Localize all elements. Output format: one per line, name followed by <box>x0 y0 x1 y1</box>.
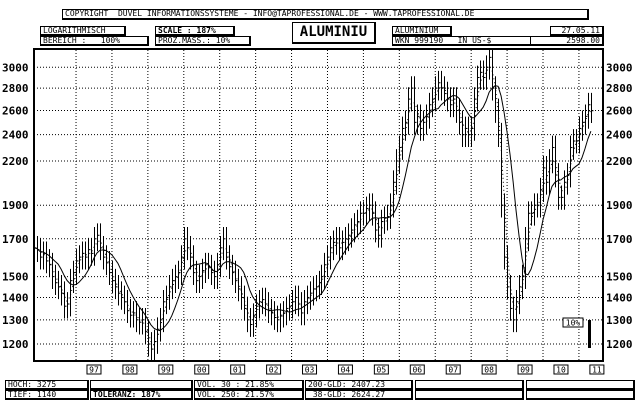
y-tick-label-right: 2600 <box>606 104 633 117</box>
copyright-banner: COPYRIGHT DÜVEL INFORMATIONSSYSTEME - IN… <box>62 9 589 20</box>
y-tick-label-left: 3000 <box>2 61 29 74</box>
x-tick-label: 10 <box>556 366 566 375</box>
y-tick-label-right: 2400 <box>606 129 633 142</box>
x-tick-box <box>553 364 569 375</box>
x-tick-box <box>86 364 102 375</box>
y-tick-label-right: 1200 <box>606 338 633 351</box>
y-tick-label-left: 2800 <box>2 82 29 95</box>
y-tick-label-left: 1300 <box>2 314 29 327</box>
x-tick-box <box>517 364 533 375</box>
plot-frame <box>33 48 604 362</box>
grid <box>34 50 603 360</box>
x-tick-box <box>230 364 246 375</box>
y-tick-label-right: 1700 <box>606 233 633 246</box>
scale-marker: 10% <box>562 317 591 348</box>
y-tick-label-left: 1200 <box>2 338 29 351</box>
x-tick-box <box>158 364 174 375</box>
x-tick-label: 01 <box>233 366 243 375</box>
y-axis-labels: 1200 1200 1300 1300 1400 1400 1500 1500 1700 1700… <box>2 61 633 351</box>
tolerance-value: TOLERANZ: 187% <box>90 390 193 400</box>
x-tick-label: 04 <box>341 366 351 375</box>
y-tick-label-right: 1300 <box>606 314 633 327</box>
short-moving-average <box>33 66 592 346</box>
x-tick-label: 06 <box>412 366 422 375</box>
x-tick-label: 98 <box>125 366 135 375</box>
empty-box <box>526 390 635 400</box>
high-value: HOCH: 3275 <box>5 380 89 390</box>
price-bars <box>34 50 594 360</box>
x-tick-box <box>194 364 210 375</box>
y-tick-label-left: 1400 <box>2 291 29 304</box>
long-moving-average <box>33 85 592 332</box>
y-tick-label-left: 1700 <box>2 233 29 246</box>
x-tick-box <box>337 364 353 375</box>
y-tick-label-right: 2200 <box>606 155 633 168</box>
y-tick-label-right: 1900 <box>606 199 633 212</box>
y-tick-label-right: 1500 <box>606 271 633 284</box>
y-tick-label-left: 1900 <box>2 199 29 212</box>
x-tick-label: 97 <box>89 366 99 375</box>
chart-title: ALUMINIU <box>292 22 376 44</box>
x-tick-label: 00 <box>197 366 207 375</box>
x-tick-label: 09 <box>520 366 530 375</box>
y-tick-label-left: 1500 <box>2 271 29 284</box>
last-price: 2598.00 <box>530 36 604 46</box>
x-tick-box <box>122 364 138 375</box>
x-tick-label: 07 <box>448 366 458 375</box>
price-chart: 1200 1200 1300 1300 1400 1400 1500 1500 1700 1700… <box>2 48 633 375</box>
moving-averages <box>33 66 592 346</box>
x-tick-label: 99 <box>161 366 171 375</box>
x-tick-label: 08 <box>484 366 494 375</box>
low-value: TIEF: 1140 <box>5 390 89 400</box>
x-tick-box <box>266 364 282 375</box>
x-tick-box <box>409 364 425 375</box>
proz-mass-label: PROZ.MASS.: 10% <box>155 36 251 46</box>
vol250-value: VOL. 250: 21.57% <box>194 390 304 400</box>
x-axis-labels: 97 98 99 00 01 02 03 04 05 06 07 08 09 10 11 <box>86 364 605 375</box>
empty-box <box>415 380 524 390</box>
x-tick-label: 02 <box>269 366 279 375</box>
x-tick-box <box>302 364 318 375</box>
x-tick-box <box>445 364 461 375</box>
x-tick-box <box>589 364 605 375</box>
gld200-value: 200-GLD: 2407.23 <box>305 380 413 390</box>
vol30-value: VOL. 30 : 21.85% <box>194 380 304 390</box>
empty-box <box>415 390 524 400</box>
x-tick-box <box>373 364 389 375</box>
empty-box <box>90 380 193 390</box>
y-tick-label-right: 3000 <box>606 61 633 74</box>
y-tick-label-right: 1400 <box>606 291 633 304</box>
scale-type-label: LOGARITHMISCH <box>40 26 126 36</box>
x-tick-label: 05 <box>377 366 387 375</box>
y-tick-label-left: 2200 <box>2 155 29 168</box>
y-tick-label-left: 2400 <box>2 129 29 142</box>
range-label: BEREICH : 100% <box>40 36 149 46</box>
scale-label: SCALE : 187% <box>155 26 235 36</box>
instrument-name: ALUMINIUM <box>392 26 452 36</box>
y-tick-label-left: 2600 <box>2 104 29 117</box>
x-tick-box <box>481 364 497 375</box>
gld38-value: 38-GLD: 2624.27 <box>305 390 413 400</box>
date-label: 27.05.11 <box>550 26 604 36</box>
empty-box <box>526 380 635 390</box>
scale-marker-label: 10% <box>566 319 581 328</box>
y-tick-label-right: 2800 <box>606 82 633 95</box>
x-tick-label: 11 <box>592 366 602 375</box>
x-tick-label: 03 <box>305 366 315 375</box>
